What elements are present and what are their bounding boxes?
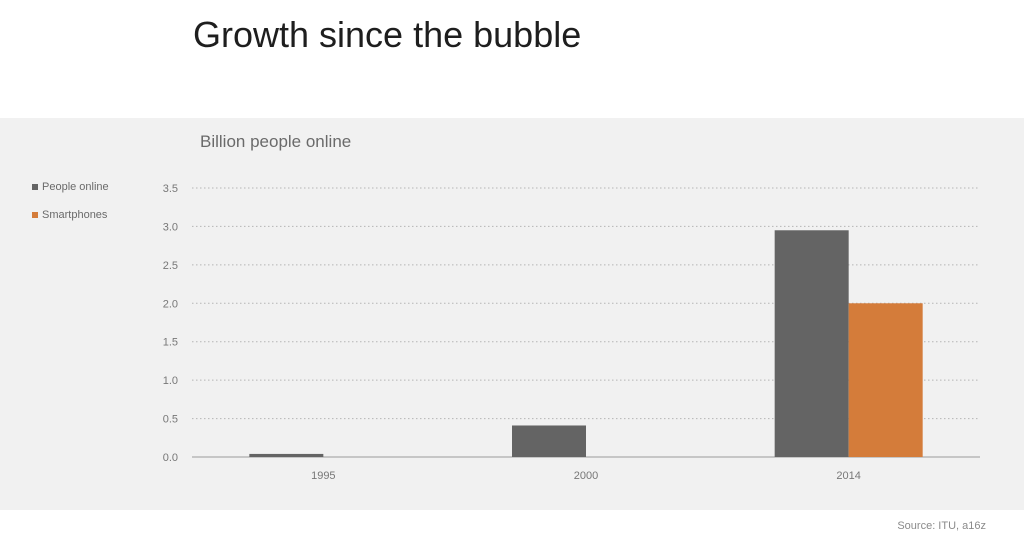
legend-item-smartphones: Smartphones xyxy=(32,208,109,222)
legend-item-people-online: People online xyxy=(32,180,109,194)
y-tick-label: 0.5 xyxy=(163,414,178,426)
source-note: Source: ITU, a16z xyxy=(897,520,986,532)
chart-panel: Billion people online People online Smar… xyxy=(0,118,1024,510)
x-tick-label: 1995 xyxy=(311,470,335,482)
legend-label-smartphones: Smartphones xyxy=(42,209,108,221)
y-tick-label: 3.0 xyxy=(163,221,178,233)
y-tick-label: 2.0 xyxy=(163,298,178,310)
bar-people-online-2000 xyxy=(512,425,586,457)
x-tick-label: 2000 xyxy=(574,470,598,482)
legend-swatch-people-online xyxy=(32,184,38,190)
chart-title: Billion people online xyxy=(200,132,352,151)
legend-swatch-smartphones xyxy=(32,212,38,218)
y-axis-ticks: 0.0 0.5 1.0 1.5 2.0 2.5 3.0 3.5 xyxy=(163,183,178,464)
y-tick-label: 2.5 xyxy=(163,260,178,272)
bar-people-online-2014 xyxy=(774,230,849,457)
bar-people-online-1995 xyxy=(249,453,324,457)
bar-smartphones-2014 xyxy=(848,303,923,457)
bar-chart: 0.0 0.5 1.0 1.5 2.0 2.5 3.0 3.5 1995 2000 2014 xyxy=(163,183,980,482)
x-axis-ticks: 1995 2000 2014 xyxy=(311,470,861,482)
x-tick-label: 2014 xyxy=(836,470,860,482)
y-tick-label: 1.5 xyxy=(163,337,178,349)
chart-legend: People online Smartphones xyxy=(32,180,109,236)
y-tick-label: 0.0 xyxy=(163,452,178,464)
legend-label-people-online: People online xyxy=(42,181,109,193)
slide-title: Growth since the bubble xyxy=(193,14,582,55)
bars xyxy=(249,230,923,457)
y-tick-label: 3.5 xyxy=(163,183,178,195)
y-tick-label: 1.0 xyxy=(163,375,178,387)
